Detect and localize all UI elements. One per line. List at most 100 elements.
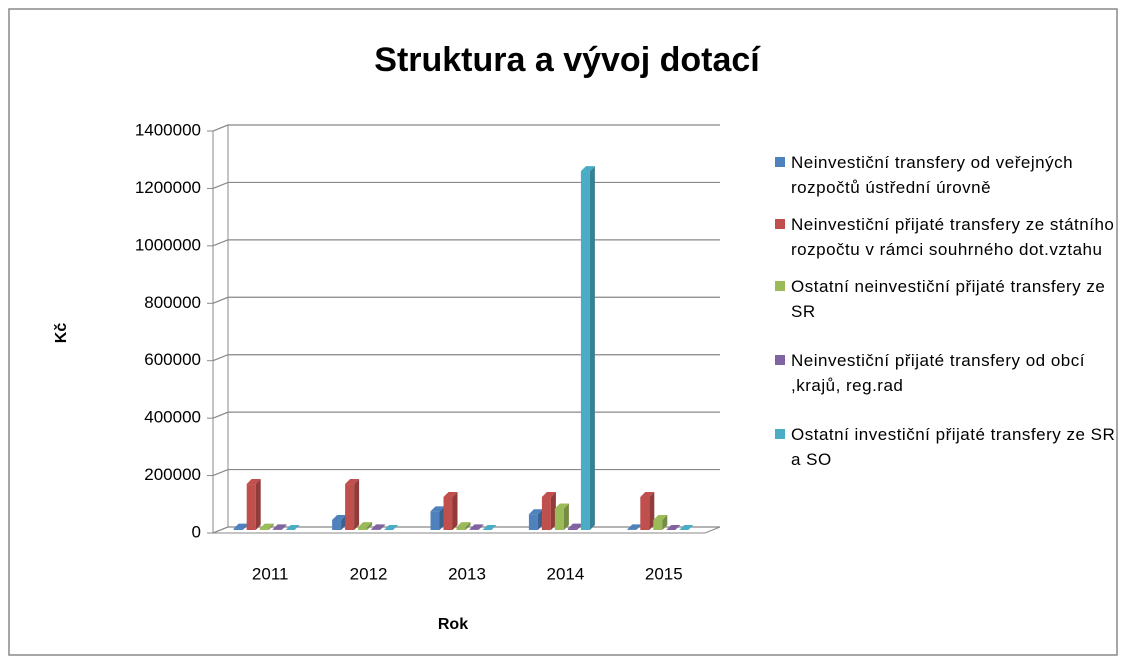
bar — [554, 503, 569, 530]
legend-swatch — [775, 157, 785, 167]
grid-line — [212, 411, 720, 419]
bar — [541, 491, 556, 530]
legend-label: Ostatní neinvestiční přijaté transfery z… — [791, 277, 1106, 321]
bar-top — [541, 491, 556, 497]
legend-item: Neinvestiční přijaté transfery ze státní… — [775, 212, 1120, 262]
bar-top — [384, 525, 399, 530]
bar-top — [580, 166, 595, 172]
bar-front — [541, 496, 551, 530]
legend-swatch — [775, 429, 785, 439]
bar-top — [653, 514, 668, 520]
bar-front — [640, 496, 650, 530]
bar-top — [285, 525, 300, 530]
bar — [456, 522, 471, 530]
bar-top — [640, 491, 655, 497]
legend-label: Neinvestiční přijaté transfery ze státní… — [791, 215, 1115, 259]
bar — [430, 506, 445, 530]
bar-top — [456, 522, 471, 528]
bar-side — [268, 523, 274, 530]
bar — [345, 479, 360, 530]
bar — [272, 524, 287, 530]
bar-side — [354, 479, 360, 530]
bar-top — [332, 514, 347, 520]
bar — [259, 523, 274, 530]
bar-side — [255, 479, 261, 530]
bar-side — [478, 524, 484, 530]
bar-side — [341, 514, 347, 530]
x-tick-label: 2013 — [448, 564, 486, 583]
bar — [679, 525, 694, 530]
bar-front — [259, 528, 269, 530]
bar-front — [627, 529, 637, 530]
bar-side — [550, 491, 556, 530]
legend-swatch — [775, 355, 785, 365]
x-tick-label: 2011 — [252, 564, 289, 583]
legend-item: Ostatní investiční přijaté transfery ze … — [775, 422, 1120, 472]
y-tick-label: 200000 — [144, 465, 201, 484]
grid-line — [212, 239, 720, 247]
bar-front — [469, 529, 479, 530]
bar-side — [452, 491, 458, 530]
bar — [640, 491, 655, 530]
y-tick-label: 1400000 — [135, 120, 201, 139]
bar-top — [371, 524, 386, 530]
bar — [384, 525, 399, 530]
chart-title: Struktura a vývoj dotací — [374, 41, 761, 79]
bar — [285, 525, 300, 530]
bar — [371, 524, 386, 530]
bar — [233, 523, 248, 530]
bar — [443, 491, 458, 530]
bar-side — [649, 491, 655, 530]
bar-front — [345, 484, 355, 530]
bar-side — [281, 524, 287, 530]
bar-front — [567, 528, 577, 530]
bar-front — [430, 511, 440, 530]
bar-side — [662, 514, 668, 530]
legend-swatch — [775, 219, 785, 229]
legend-swatch — [775, 281, 785, 291]
bar-side — [537, 509, 543, 530]
bar-top — [567, 523, 582, 529]
back-wall — [212, 124, 229, 534]
y-tick-label: 400000 — [144, 408, 201, 427]
bar — [332, 514, 347, 530]
x-tick-label: 2015 — [645, 564, 683, 583]
bar — [653, 514, 668, 530]
grid-line — [212, 124, 720, 132]
grid-line — [212, 354, 720, 362]
bar-side — [380, 524, 386, 530]
legend-item: Ostatní neinvestiční přijaté transfery z… — [775, 274, 1120, 324]
bar-side — [636, 524, 642, 530]
bar-top — [259, 523, 274, 529]
bar-top — [246, 479, 261, 485]
x-tick-label: 2012 — [350, 564, 388, 583]
grid-line — [212, 181, 720, 189]
legend-item: Neinvestiční transfery od veřejných rozp… — [775, 150, 1120, 200]
bar — [246, 479, 261, 530]
y-tick-label: 1000000 — [135, 235, 201, 254]
bar-front — [528, 514, 538, 530]
grid-line — [212, 468, 720, 477]
bar-top — [469, 524, 484, 530]
bar-top — [443, 491, 458, 497]
grid-line — [212, 296, 720, 304]
bar-top — [666, 525, 681, 530]
bar-side — [439, 506, 445, 530]
bar-top — [430, 506, 445, 512]
y-tick-label: 0 — [192, 522, 201, 541]
bar-top — [272, 524, 287, 530]
bar-front — [233, 528, 243, 530]
chart-border — [8, 8, 1118, 656]
bar-side — [563, 503, 569, 530]
bar-side — [589, 166, 595, 531]
x-tick-label: 2014 — [546, 564, 584, 583]
legend-label: Ostatní investiční přijaté transfery ze … — [791, 425, 1116, 469]
bar — [358, 522, 373, 530]
y-tick-label: 1200000 — [135, 178, 201, 197]
bar — [567, 523, 582, 530]
legend-item: Neinvestiční přijaté transfery od obcí ,… — [775, 348, 1120, 398]
legend-label: Neinvestiční transfery od veřejných rozp… — [791, 153, 1074, 197]
bar-top — [345, 479, 360, 485]
bar-front — [358, 527, 368, 530]
bar — [666, 525, 681, 530]
